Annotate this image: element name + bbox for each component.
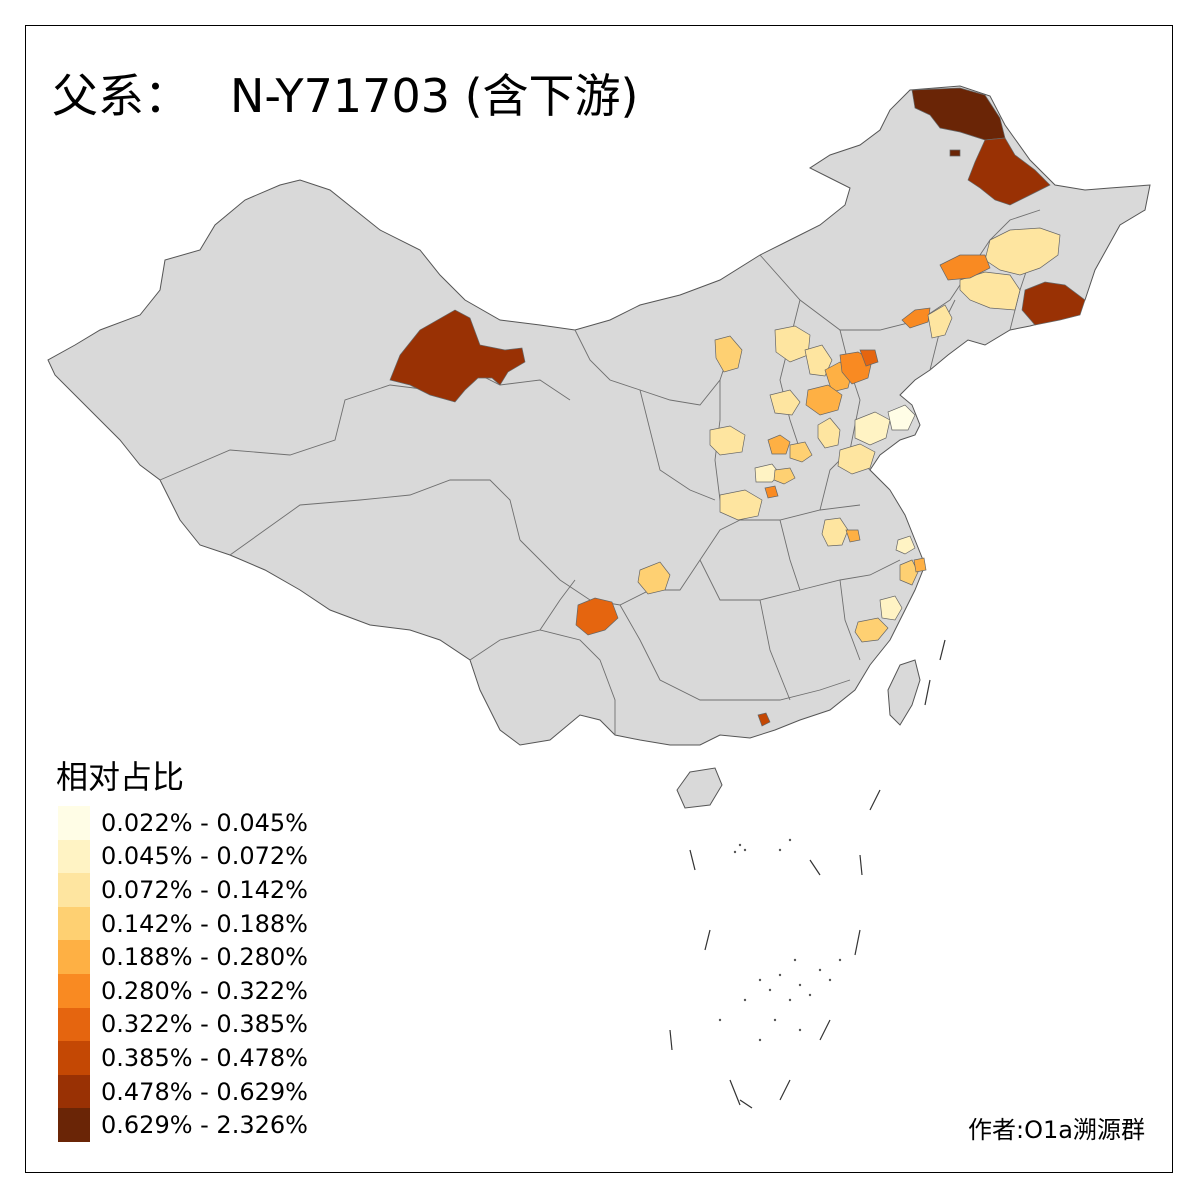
legend-row: 0.142% - 0.188%: [58, 906, 308, 941]
region-chongqing: [637, 561, 671, 595]
region-chuzhou: [845, 529, 861, 543]
legend-label: 0.629% - 2.326%: [101, 1111, 308, 1140]
map-frame: [25, 25, 1173, 1173]
legend-label: 0.322% - 0.385%: [101, 1010, 308, 1039]
legend-row: 0.322% - 0.385%: [58, 1007, 308, 1042]
region-dezhou: [854, 411, 891, 446]
legend-label: 0.188% - 0.280%: [101, 943, 308, 972]
legend-swatch: [58, 1108, 90, 1142]
region-jilin-central: [984, 227, 1061, 276]
map-title: 父系： N-Y71703 (含下游): [52, 60, 639, 126]
region-nanjing: [895, 535, 916, 555]
island-hainan: [676, 767, 723, 809]
region-hangzhou: [899, 559, 919, 586]
legend-swatch: [58, 873, 90, 907]
region-changzhi: [789, 441, 813, 463]
region-kaifeng: [773, 467, 796, 485]
legend-swatch: [58, 839, 90, 874]
legend-row: 0.022% - 0.045%: [58, 806, 308, 840]
legend-row: 0.072% - 0.142%: [58, 873, 308, 907]
region-shanxi-taiyuan: [709, 425, 746, 456]
legend-label: 0.280% - 0.322%: [101, 976, 308, 1005]
region-xingtai: [817, 417, 841, 449]
region-guangzhou: [757, 712, 771, 727]
legend-row: 0.478% - 0.629%: [58, 1074, 308, 1109]
legend-label: 0.072% - 0.142%: [101, 875, 308, 904]
legend-swatch: [58, 1007, 90, 1042]
region-hefei: [821, 517, 849, 547]
legend-label: 0.022% - 0.045%: [101, 808, 308, 837]
region-fuzhou: [854, 617, 889, 643]
region-jilin-west: [959, 271, 1021, 311]
data-regions: [389, 87, 1086, 727]
base-map: [47, 85, 1151, 809]
title-prefix: 父系：: [52, 69, 190, 123]
region-qinhuangdao: [859, 349, 879, 367]
region-inner-mongolia-baotou: [714, 335, 743, 373]
legend-swatch: [58, 973, 90, 1008]
region-luoyang: [719, 489, 763, 521]
region-heilongjiang-north: [967, 137, 1051, 206]
legend-swatch: [58, 940, 90, 974]
legend-swatch: [58, 1074, 90, 1109]
region-shanghai: [913, 557, 927, 573]
legend-swatch: [58, 806, 90, 840]
region-jilin-east: [1021, 281, 1086, 326]
legend-label: 0.045% - 0.072%: [101, 842, 308, 871]
region-wenzhou: [879, 595, 903, 621]
legend-row: 0.188% - 0.280%: [58, 940, 308, 974]
region-jilin-songyuan: [939, 254, 991, 281]
region-xinjiang-north: [389, 309, 526, 403]
region-yantai: [887, 404, 916, 431]
region-small-north-patch: [949, 149, 961, 157]
south-sea-islands: [669, 639, 946, 1109]
region-handan: [767, 434, 791, 455]
region-sichuan-liangshan: [575, 597, 619, 636]
region-jinan: [837, 443, 876, 475]
legend-title: 相对占比: [56, 758, 185, 796]
legend: 0.022% - 0.045% 0.045% - 0.072% 0.072% - 0…: [58, 806, 308, 1142]
legend-row: 0.280% - 0.322%: [58, 973, 308, 1008]
island-taiwan: [887, 659, 921, 726]
legend-label: 0.142% - 0.188%: [101, 909, 308, 938]
legend-label: 0.385% - 0.478%: [101, 1043, 308, 1072]
author-credit: 作者:O1a溯源群: [968, 1116, 1145, 1144]
legend-swatch: [58, 906, 90, 941]
legend-row: 0.629% - 2.326%: [58, 1108, 308, 1142]
legend-row: 0.045% - 0.072%: [58, 839, 308, 874]
legend-row: 0.385% - 0.478%: [58, 1041, 308, 1075]
legend-swatch: [58, 1041, 90, 1075]
region-baoding: [805, 384, 843, 416]
island-dots: [718, 838, 842, 1042]
region-shijiazhuang: [769, 389, 801, 416]
china-mainland: [47, 85, 1151, 746]
title-haplogroup: N-Y71703 (含下游): [230, 69, 639, 123]
region-liaoning-central: [927, 304, 953, 339]
region-xuchang: [764, 485, 779, 499]
legend-label: 0.478% - 0.629%: [101, 1077, 308, 1106]
